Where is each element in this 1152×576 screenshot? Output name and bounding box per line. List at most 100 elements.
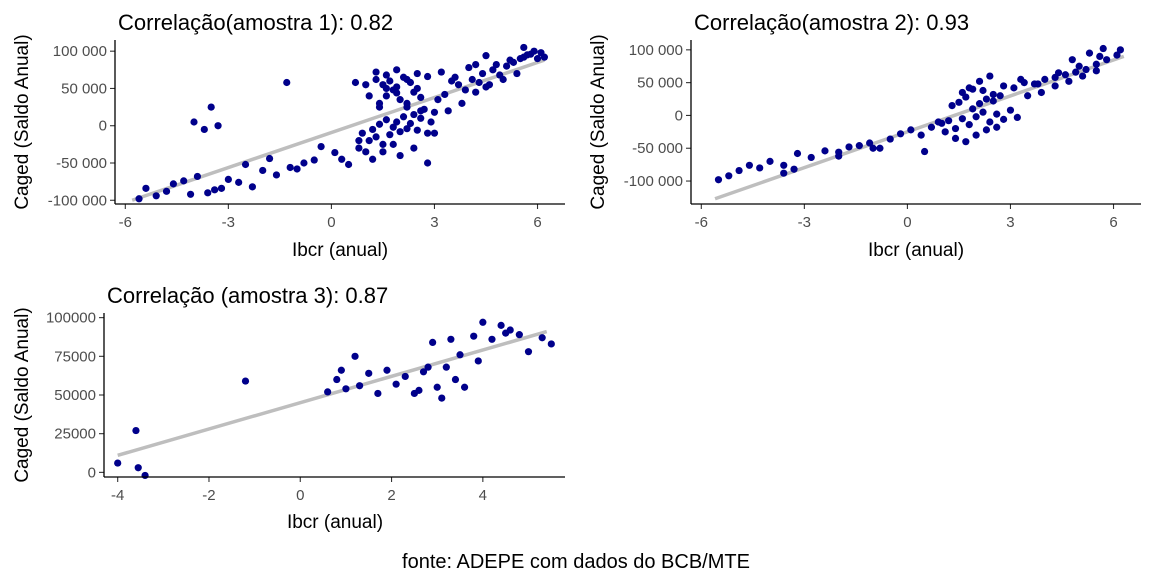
- data-point: [392, 380, 400, 388]
- data-point: [503, 62, 511, 70]
- data-point: [141, 471, 149, 480]
- data-point: [725, 172, 733, 180]
- data-point: [396, 96, 404, 104]
- data-point: [474, 357, 482, 365]
- data-point: [272, 171, 281, 179]
- data-point: [217, 184, 226, 192]
- regression-line-layer: [131, 58, 545, 202]
- data-point: [472, 88, 480, 96]
- data-point: [338, 155, 346, 163]
- data-point: [135, 195, 143, 203]
- data-point: [372, 75, 380, 84]
- data-point: [389, 123, 397, 131]
- data-point: [1065, 77, 1073, 85]
- data-point: [1017, 75, 1025, 83]
- data-point: [1013, 113, 1021, 122]
- data-point: [454, 81, 463, 89]
- data-point: [489, 66, 497, 74]
- data-points: [135, 43, 548, 203]
- data-point: [358, 129, 366, 137]
- data-point: [389, 140, 397, 148]
- x-tick-label: 0: [296, 487, 304, 504]
- data-point: [982, 95, 991, 103]
- data-point: [417, 93, 425, 101]
- y-axis-ticks: 0 25000 50000 75000 100000: [46, 310, 104, 481]
- x-tick-label: 6: [533, 214, 541, 231]
- x-tick-label: 4: [479, 487, 487, 504]
- data-point: [986, 72, 994, 80]
- data-point: [351, 78, 360, 87]
- data-point: [415, 386, 423, 394]
- data-point: [342, 385, 350, 393]
- data-point: [1054, 69, 1063, 77]
- data-point: [401, 372, 409, 381]
- data-point: [951, 124, 960, 133]
- data-point: [375, 120, 384, 128]
- data-point: [241, 160, 250, 169]
- data-point: [1072, 68, 1080, 76]
- data-point: [413, 69, 421, 78]
- data-point: [331, 148, 339, 157]
- data-point: [1041, 75, 1049, 83]
- data-point: [283, 78, 291, 87]
- data-point: [369, 125, 377, 134]
- data-point: [413, 84, 421, 93]
- data-point: [356, 382, 364, 390]
- y-tick-label: 25000: [54, 426, 96, 443]
- data-point: [999, 115, 1008, 123]
- data-point: [969, 105, 977, 113]
- data-point: [468, 75, 476, 84]
- data-point: [975, 100, 984, 108]
- data-point: [451, 375, 460, 384]
- data-point: [413, 126, 421, 134]
- data-point: [193, 172, 202, 181]
- x-axis-label: Ibcr (anual): [287, 512, 383, 533]
- data-point: [200, 125, 208, 134]
- data-point: [393, 89, 401, 97]
- data-point: [461, 86, 469, 94]
- source-caption: fonte: ADEPE com dados do BCB/MTE: [402, 551, 750, 573]
- data-point: [441, 90, 449, 99]
- data-point: [465, 63, 473, 72]
- y-tick-label: 0: [675, 107, 683, 124]
- chart-title: Correlação(amostra 1): 0.82: [118, 10, 393, 35]
- data-point: [972, 131, 980, 139]
- data-point: [502, 329, 510, 337]
- data-point: [1006, 106, 1015, 114]
- data-point: [365, 137, 373, 145]
- data-point: [958, 115, 966, 123]
- data-point: [382, 71, 390, 79]
- data-point: [821, 147, 829, 155]
- data-point: [386, 131, 394, 139]
- data-point: [460, 383, 469, 391]
- data-point: [1082, 65, 1090, 74]
- data-point: [520, 43, 528, 52]
- data-point: [393, 83, 401, 91]
- scatter-panel-amostra-1: Correlação(amostra 1): 0.82 -100 000 -50 …: [12, 10, 565, 261]
- data-point: [965, 84, 973, 92]
- regression-line: [131, 58, 545, 202]
- x-tick-label: 6: [1109, 214, 1117, 231]
- y-axis-ticks: -100 000 -50 000 0 50 000 100 000: [48, 43, 115, 209]
- y-axis-ticks: -100 000 -50 000 0 50 000 100 000: [624, 42, 691, 190]
- data-point: [506, 56, 514, 64]
- x-axis-ticks: -6 -3 0 3 6: [695, 204, 1118, 231]
- data-point: [396, 128, 404, 136]
- data-point: [515, 331, 523, 339]
- data-point: [458, 99, 466, 107]
- data-point: [235, 178, 243, 186]
- data-point: [886, 135, 894, 143]
- data-point: [169, 180, 177, 188]
- data-point: [224, 175, 232, 183]
- data-point: [379, 148, 387, 156]
- data-point: [372, 133, 380, 141]
- data-point: [362, 81, 370, 89]
- data-point: [211, 186, 219, 194]
- data-point: [920, 147, 929, 156]
- data-point: [475, 78, 483, 87]
- data-point: [132, 426, 140, 435]
- x-tick-label: -3: [798, 214, 811, 231]
- data-point: [379, 140, 387, 148]
- data-point: [433, 383, 441, 391]
- data-point: [337, 366, 345, 374]
